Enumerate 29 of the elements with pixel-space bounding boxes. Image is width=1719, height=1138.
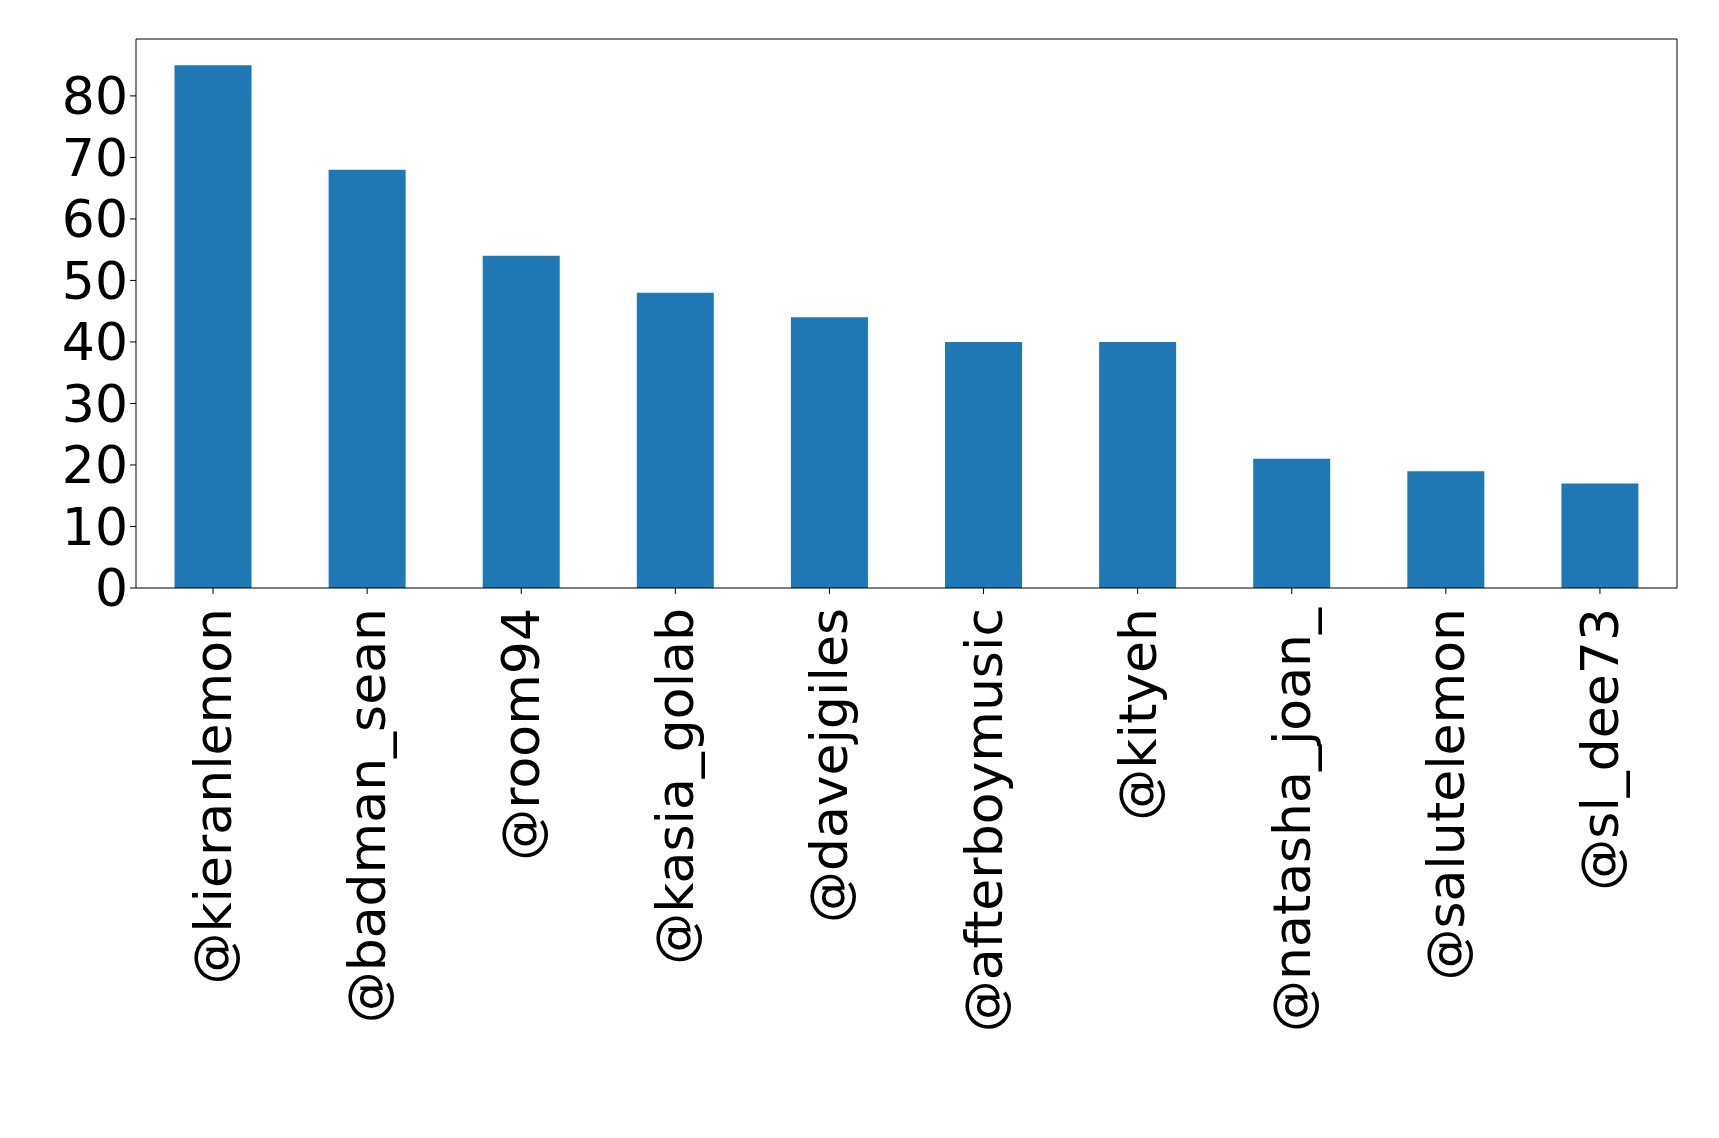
- x-tick-label: @natasha_joan_: [1261, 607, 1322, 1033]
- x-tick-label: @kieranlemon: [183, 608, 244, 985]
- x-tick-label: @badman_sean: [337, 608, 398, 1024]
- x-tick-label: @davejgiles: [799, 608, 860, 924]
- y-tick-label: 0: [94, 558, 128, 619]
- bar: [1253, 458, 1331, 588]
- y-tick-label: 30: [61, 373, 128, 434]
- bar: [1407, 471, 1485, 588]
- x-tick-label: @salutelemon: [1415, 608, 1476, 981]
- y-tick-label: 20: [61, 435, 128, 496]
- bar: [174, 65, 252, 588]
- y-tick-label: 10: [61, 496, 128, 557]
- y-tick-label: 60: [61, 189, 128, 250]
- bar: [1561, 483, 1639, 588]
- bar: [790, 317, 868, 588]
- x-tick-label: @afterboymusic: [953, 608, 1014, 1033]
- bar: [328, 169, 406, 588]
- y-tick-label: 40: [61, 312, 128, 373]
- bar: [945, 341, 1023, 588]
- bar: [636, 292, 714, 588]
- bar: [1099, 341, 1177, 588]
- bar: [482, 255, 560, 588]
- y-tick-label: 50: [61, 250, 128, 311]
- x-tick-label: @room94: [491, 608, 552, 861]
- x-tick-label: @kityeh: [1107, 608, 1168, 821]
- y-tick-label: 70: [61, 127, 128, 188]
- y-tick-label: 80: [61, 66, 128, 127]
- x-tick-label: @kasia_golab: [645, 608, 706, 965]
- x-tick-label: @sl_dee73: [1569, 608, 1630, 891]
